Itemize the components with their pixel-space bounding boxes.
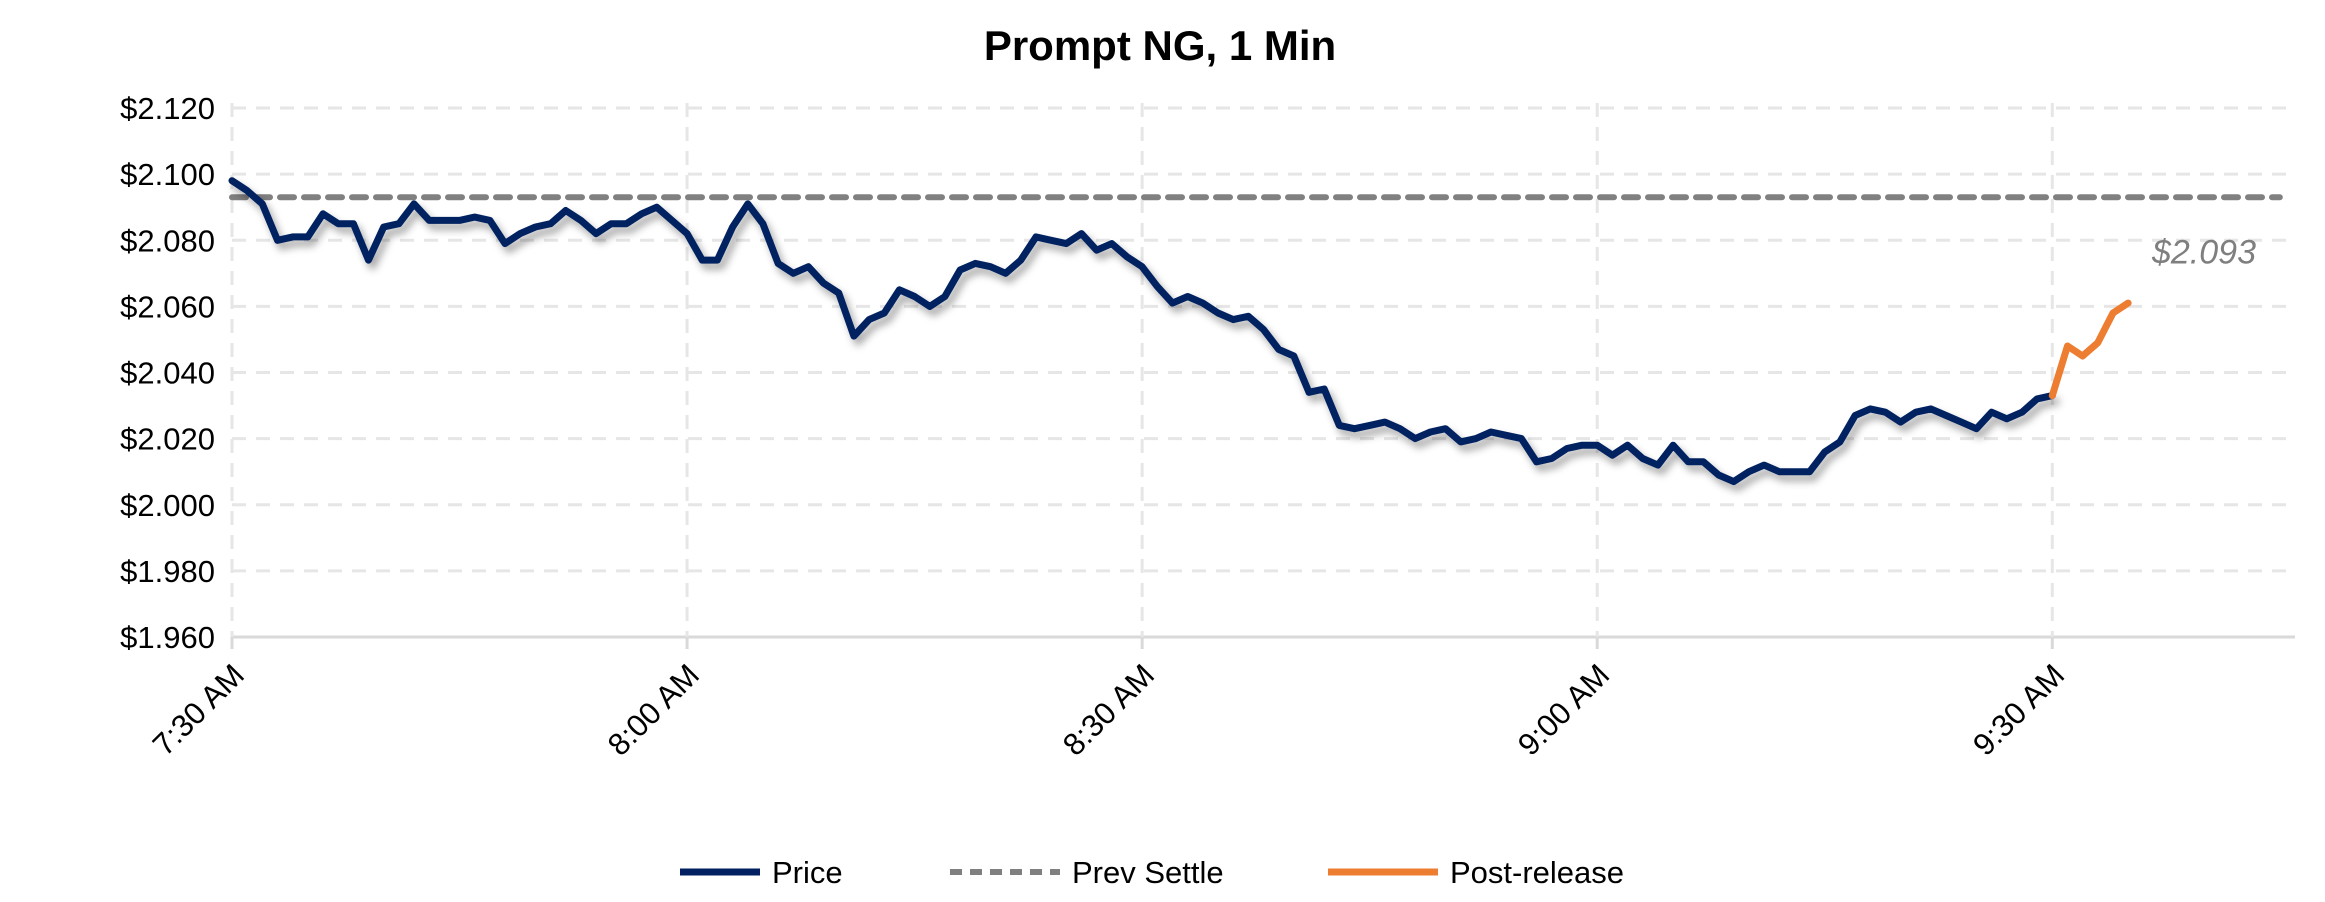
x-tick-label: 8:30 AM bbox=[1056, 657, 1161, 762]
post-release-line bbox=[2048, 299, 2132, 400]
legend-label-post-release: Post-release bbox=[1450, 855, 1624, 890]
x-axis-ticks: 7:30 AM 8:00 AM 8:30 AM 9:00 AM 9:30 AM bbox=[146, 657, 2071, 762]
x-tick-label: 9:30 AM bbox=[1966, 657, 2071, 762]
y-tick-label: $2.120 bbox=[120, 91, 215, 126]
prev-settle-annotation: $2.093 bbox=[2151, 233, 2256, 271]
gridlines bbox=[230, 103, 2295, 649]
y-axis-ticks: $2.120 $2.100 $2.080 $2.060 $2.040 $2.020 $2.0… bbox=[120, 91, 215, 655]
y-tick-label: $2.020 bbox=[120, 422, 215, 457]
price-line bbox=[228, 177, 2056, 486]
y-tick-label: $1.960 bbox=[120, 620, 215, 655]
x-tick-label: 8:00 AM bbox=[601, 657, 706, 762]
x-tick-label: 7:30 AM bbox=[146, 657, 251, 762]
y-tick-label: $2.080 bbox=[120, 223, 215, 258]
legend-label-prev-settle: Prev Settle bbox=[1072, 855, 1224, 890]
y-tick-label: $2.100 bbox=[120, 157, 215, 192]
x-tick-label: 9:00 AM bbox=[1511, 657, 1616, 762]
legend-label-price: Price bbox=[772, 855, 843, 890]
chart-title: Prompt NG, 1 Min bbox=[984, 22, 1336, 69]
y-tick-label: $1.980 bbox=[120, 554, 215, 589]
y-tick-label: $2.060 bbox=[120, 289, 215, 324]
legend: Price Prev Settle Post-release bbox=[680, 855, 1624, 890]
y-tick-label: $2.000 bbox=[120, 488, 215, 523]
series-lines bbox=[228, 177, 2283, 486]
y-tick-label: $2.040 bbox=[120, 356, 215, 391]
